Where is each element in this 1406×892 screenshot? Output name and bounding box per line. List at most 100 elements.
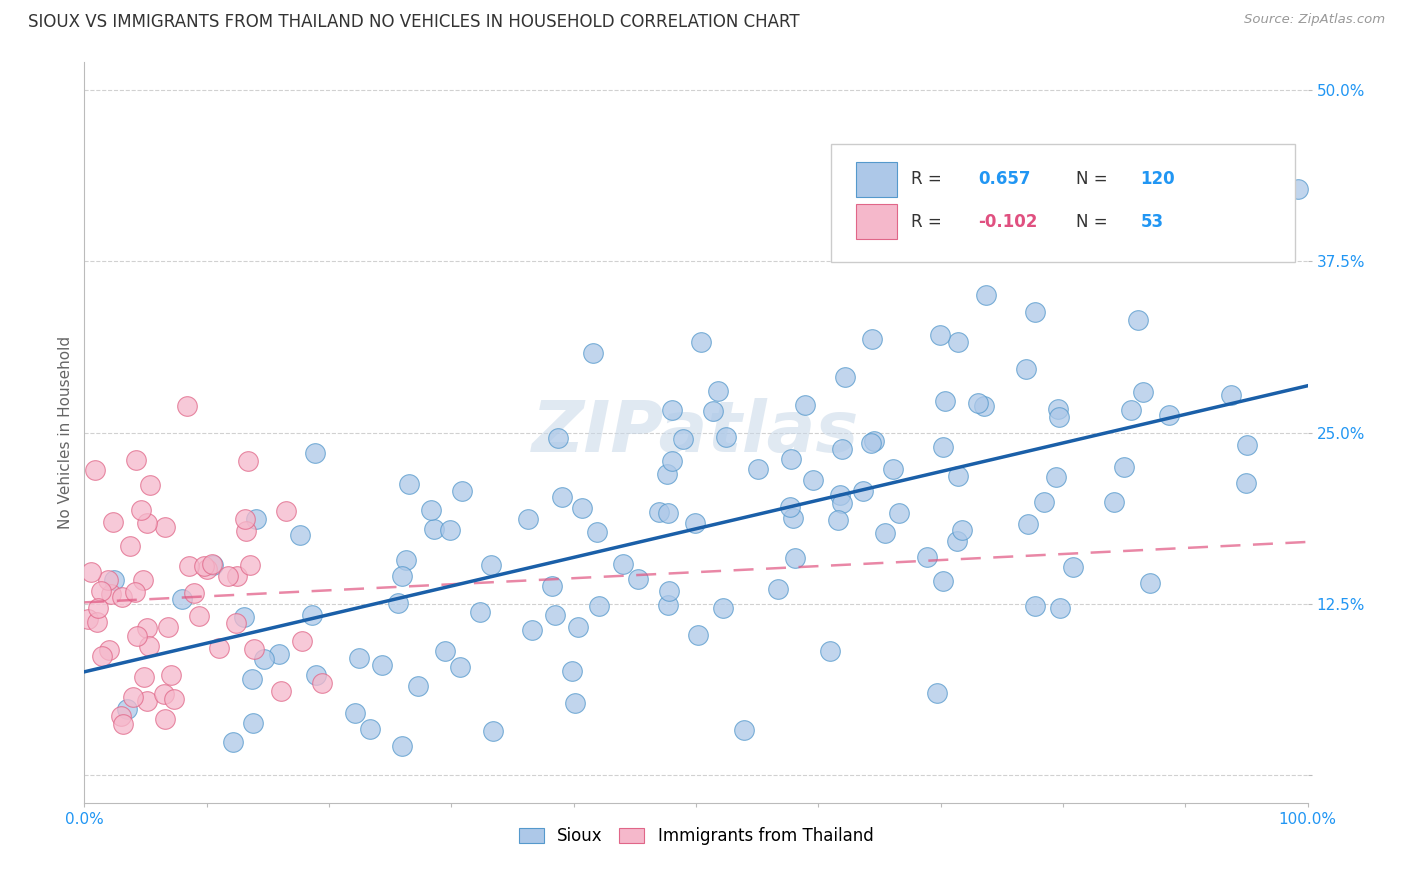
Point — [183, 586, 205, 600]
Point — [801, 473, 824, 487]
Point — [139, 478, 162, 492]
Point — [222, 735, 245, 749]
Point — [391, 569, 413, 583]
Text: N =: N = — [1076, 170, 1112, 188]
Point — [124, 585, 146, 599]
Point — [100, 587, 122, 601]
Text: Source: ZipAtlas.com: Source: ZipAtlas.com — [1244, 13, 1385, 27]
Point — [714, 430, 737, 444]
Point — [208, 641, 231, 656]
FancyBboxPatch shape — [831, 144, 1295, 262]
Point — [387, 596, 409, 610]
Point — [564, 696, 586, 710]
Point — [588, 599, 610, 613]
Point — [225, 616, 247, 631]
Point — [520, 623, 543, 637]
Point — [582, 346, 605, 360]
Point — [859, 436, 882, 450]
Y-axis label: No Vehicles in Household: No Vehicles in Household — [58, 336, 73, 529]
Point — [950, 524, 973, 538]
Point — [1286, 182, 1309, 196]
Point — [391, 739, 413, 754]
Point — [305, 667, 328, 681]
Point — [1236, 438, 1258, 452]
Point — [468, 606, 491, 620]
Point — [217, 569, 239, 583]
Point — [875, 526, 897, 541]
Point — [267, 647, 290, 661]
Point — [103, 574, 125, 588]
Point — [245, 512, 267, 526]
Point — [830, 487, 852, 501]
Point — [77, 612, 100, 626]
Point — [655, 467, 678, 481]
Point — [101, 515, 124, 529]
Point — [131, 502, 153, 516]
Point — [344, 706, 367, 720]
Point — [479, 558, 502, 572]
Point — [550, 490, 572, 504]
Point — [766, 582, 789, 596]
Point — [170, 591, 193, 606]
Point — [683, 516, 706, 530]
Point — [160, 668, 183, 682]
Point — [1049, 600, 1071, 615]
Point — [690, 334, 713, 349]
Point — [132, 574, 155, 588]
Point — [138, 640, 160, 654]
Point — [1015, 361, 1038, 376]
Point — [782, 510, 804, 524]
Legend: Sioux, Immigrants from Thailand: Sioux, Immigrants from Thailand — [510, 819, 882, 854]
Text: -0.102: -0.102 — [979, 212, 1038, 231]
Point — [779, 500, 801, 514]
Point — [112, 716, 135, 731]
Point — [136, 694, 159, 708]
Point — [1046, 401, 1069, 416]
Point — [1102, 495, 1125, 509]
Point — [97, 573, 120, 587]
Point — [517, 511, 540, 525]
Text: SIOUX VS IMMIGRANTS FROM THAILAND NO VEHICLES IN HOUSEHOLD CORRELATION CHART: SIOUX VS IMMIGRANTS FROM THAILAND NO VEH… — [28, 13, 800, 31]
Point — [967, 396, 990, 410]
Point — [1024, 305, 1046, 319]
Point — [451, 484, 474, 499]
Point — [202, 558, 225, 573]
Point — [560, 665, 582, 679]
Point — [420, 502, 443, 516]
Point — [347, 651, 370, 665]
Point — [153, 519, 176, 533]
Point — [179, 559, 201, 574]
Point — [239, 558, 262, 573]
Point — [1045, 470, 1067, 484]
Point — [253, 651, 276, 665]
Point — [434, 644, 457, 658]
Point — [423, 522, 446, 536]
Point — [1024, 599, 1046, 614]
Point — [928, 328, 950, 343]
Point — [242, 715, 264, 730]
Text: 0.657: 0.657 — [979, 170, 1031, 188]
Point — [195, 562, 218, 576]
Point — [702, 404, 724, 418]
Point — [406, 679, 429, 693]
Point — [831, 442, 853, 457]
Point — [1062, 559, 1084, 574]
Point — [834, 370, 856, 384]
Point — [188, 608, 211, 623]
Point — [311, 676, 333, 690]
Point — [235, 524, 257, 538]
Point — [793, 398, 815, 412]
Point — [97, 643, 120, 657]
Point — [925, 686, 948, 700]
Point — [110, 709, 132, 723]
Point — [398, 477, 420, 491]
Point — [124, 452, 146, 467]
Point — [136, 621, 159, 635]
Point — [747, 462, 769, 476]
Point — [852, 483, 875, 498]
Point — [115, 702, 138, 716]
Point — [672, 432, 695, 446]
Point — [449, 660, 471, 674]
Point — [80, 566, 103, 580]
Point — [1139, 576, 1161, 591]
